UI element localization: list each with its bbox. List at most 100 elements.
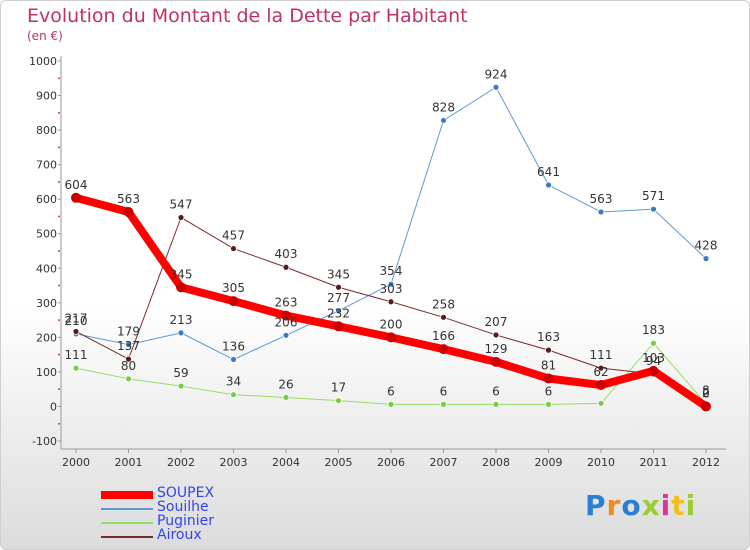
x-tick-label: 2009: [535, 456, 563, 469]
data-label-souilhe: 563: [590, 192, 613, 206]
legend-swatch: [101, 508, 153, 510]
logo-letter: i: [660, 489, 672, 522]
data-label-souilhe: 641: [537, 165, 560, 179]
data-label-airoux: 457: [222, 229, 245, 243]
data-label-airoux: 163: [537, 330, 560, 344]
data-point-soupex: [543, 373, 554, 384]
y-tick-label: 900: [36, 90, 57, 103]
data-point-puginier: [72, 364, 80, 372]
data-label-soupex: 81: [541, 358, 556, 372]
data-label-puginier: 17: [331, 381, 346, 395]
data-label-souilhe: 924: [485, 67, 508, 81]
data-label-puginier: 6: [492, 384, 500, 398]
data-label-soupex: 232: [327, 306, 350, 320]
data-point-soupex: [281, 310, 291, 321]
data-point-airoux: [230, 245, 237, 252]
data-point-puginier: [650, 339, 657, 347]
data-label-soupex: 62: [593, 365, 608, 379]
data-point-souilhe: [230, 356, 237, 363]
data-point-airoux: [72, 328, 80, 335]
legend-label: Puginier: [157, 513, 214, 529]
data-point-puginier: [492, 400, 500, 408]
data-point-souilhe: [492, 83, 500, 91]
data-label-soupex: 129: [485, 342, 508, 356]
data-label-soupex: 604: [65, 178, 88, 192]
x-tick-label: 2003: [220, 456, 248, 469]
data-label-souilhe: 136: [222, 339, 245, 353]
data-point-souilhe: [440, 117, 447, 124]
legend-label: Souilhe: [157, 499, 209, 515]
data-label-soupex: 305: [222, 281, 245, 295]
data-point-souilhe: [545, 181, 552, 189]
data-point-souilhe: [177, 329, 185, 337]
data-label-souilhe: 210: [65, 314, 88, 328]
data-label-soupex: 563: [117, 192, 140, 206]
data-point-airoux: [492, 331, 500, 339]
data-label-airoux: 137: [117, 339, 140, 353]
data-point-airoux: [125, 355, 132, 363]
data-point-puginier: [387, 400, 395, 408]
data-label-souilhe: 571: [642, 189, 665, 203]
data-label-airoux: 207: [485, 315, 508, 329]
data-label-soupex: 166: [432, 329, 455, 343]
data-point-soupex: [333, 321, 344, 332]
y-minor-tick: [58, 146, 60, 149]
data-point-airoux: [440, 313, 447, 321]
data-point-airoux: [597, 364, 605, 372]
data-point-puginier: [177, 382, 185, 390]
data-label-puginier: 6: [545, 384, 553, 398]
data-point-souilhe: [125, 341, 132, 349]
x-tick-label: 2008: [482, 456, 510, 469]
y-tick-label: -100: [32, 435, 57, 448]
data-point-souilhe: [282, 331, 290, 339]
y-tick-label: 300: [36, 297, 57, 310]
data-point-soupex: [176, 282, 186, 293]
data-label-souilhe: 206: [275, 315, 298, 329]
y-tick-label: 500: [36, 228, 57, 241]
data-point-souilhe: [702, 255, 710, 263]
data-label-airoux: 547: [170, 197, 193, 211]
logo-letter: r: [606, 489, 622, 522]
data-label-soupex: 263: [275, 296, 298, 310]
data-point-puginier: [597, 399, 605, 407]
y-minor-tick: [58, 284, 60, 287]
x-tick-label: 2011: [640, 456, 668, 469]
data-label-airoux: 111: [590, 348, 613, 362]
data-label-puginier: 80: [121, 359, 136, 373]
data-point-soupex: [701, 401, 711, 412]
x-tick-label: 2001: [115, 456, 143, 469]
x-tick-label: 2010: [587, 456, 615, 469]
data-label-souilhe: 213: [170, 313, 193, 327]
data-label-airoux: 303: [380, 282, 403, 296]
legend-label: Airoux: [157, 527, 202, 543]
x-tick-label: 2000: [62, 456, 90, 469]
data-point-puginier: [440, 400, 447, 408]
chart-title: Evolution du Montant de la Dette par Hab…: [27, 5, 468, 27]
y-tick-label: 0: [50, 400, 57, 413]
chart-subtitle: (en €): [27, 29, 63, 43]
data-label-puginier: 26: [278, 377, 293, 391]
series-line-airoux: [75, 216, 707, 407]
data-point-airoux: [545, 346, 552, 354]
data-label-soupex: 345: [170, 267, 193, 281]
data-label-airoux: 94: [646, 354, 661, 368]
data-point-souilhe: [335, 307, 342, 315]
data-point-soupex: [648, 365, 659, 376]
x-tick-label: 2012: [692, 456, 720, 469]
x-tick-label: 2004: [272, 456, 300, 469]
data-label-souilhe: 428: [695, 239, 718, 253]
data-point-puginier: [230, 391, 237, 399]
y-minor-tick: [58, 250, 60, 252]
legend-swatch: [101, 491, 153, 499]
y-minor-tick: [58, 180, 60, 183]
data-label-airoux: 217: [65, 311, 88, 325]
y-tick-label: 800: [36, 124, 57, 137]
y-tick-label: 200: [36, 331, 57, 344]
legend-swatch: [101, 536, 153, 538]
logo-letter: x: [641, 489, 661, 522]
y-minor-tick: [58, 422, 60, 425]
data-point-puginier: [335, 397, 342, 404]
data-label-souilhe: 179: [117, 325, 140, 339]
y-minor-tick: [58, 388, 60, 391]
